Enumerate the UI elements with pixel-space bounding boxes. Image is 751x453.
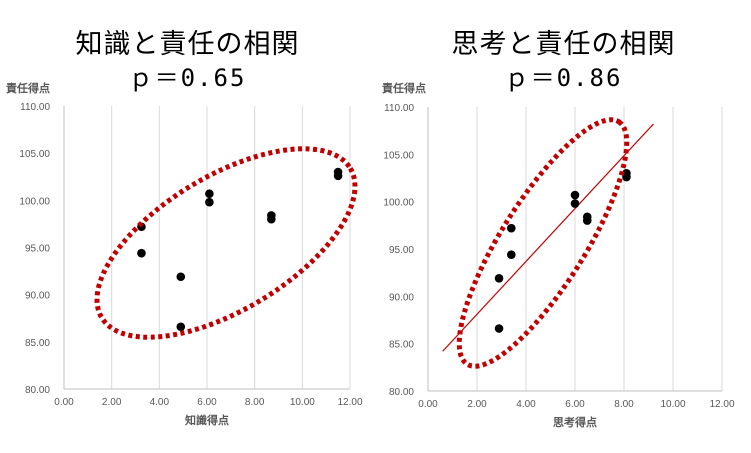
y-tick-label: 90.00 (389, 292, 414, 303)
y-axis-label: 責任得点 (382, 82, 426, 95)
data-point (494, 324, 504, 333)
x-tick-label: 10.00 (660, 399, 685, 410)
y-tick-label: 90.00 (25, 291, 50, 302)
x-tick-label: 4.00 (516, 399, 536, 410)
y-tick-label: 80.00 (389, 387, 414, 398)
x-tick-label: 6.00 (565, 399, 585, 410)
x-tick-label: 4.00 (150, 397, 170, 408)
x-tick-label: 8.00 (614, 399, 634, 410)
y-tick-label: 110.00 (384, 103, 414, 114)
data-point (137, 248, 146, 258)
y-tick-label: 105.00 (383, 150, 414, 161)
data-point (570, 199, 580, 208)
x-tick-label: 0.00 (418, 399, 438, 410)
data-point (176, 272, 186, 282)
x-tick-label: 10.00 (290, 397, 315, 408)
data-point (582, 216, 592, 225)
x-tick-label: 0.00 (54, 397, 74, 408)
data-point (494, 274, 504, 283)
data-point (205, 197, 214, 207)
chart-panel-thinking: 思考と責任の相関 ｐ＝0.86 責任得点 0.00 2.00 4.00 6.00 8.0… (376, 0, 751, 453)
y-tick-label: 85.00 (389, 340, 414, 351)
y-tick-label: 95.00 (389, 245, 414, 256)
data-point (507, 223, 516, 233)
y-axis-label: 責任得点 (6, 82, 50, 95)
x-tick-label: 2.00 (467, 399, 487, 410)
y-tick-label: 80.00 (25, 385, 50, 396)
data-point (333, 171, 343, 181)
trendline (442, 123, 654, 352)
chart-subtitle: ｐ＝0.65 (128, 64, 247, 92)
x-tick-label: 12.00 (709, 399, 734, 410)
y-tick-label: 105.00 (19, 149, 50, 160)
chart-title: 思考と責任の相関 (451, 29, 676, 60)
y-tick-label: 110.00 (20, 102, 50, 113)
x-axis-label: 知識得点 (184, 413, 229, 427)
y-tick-label: 100.00 (383, 198, 414, 209)
y-tick-label: 85.00 (25, 338, 50, 349)
data-point (570, 190, 580, 200)
x-tick-label: 8.00 (245, 397, 265, 408)
scatter-plot-thinking: 0.00 2.00 4.00 6.00 8.00 10.00 12.00 80.00 85.00… (383, 103, 735, 429)
data-point (507, 250, 516, 259)
data-point (267, 214, 276, 224)
x-tick-label: 2.00 (102, 397, 122, 408)
y-tick-label: 95.00 (25, 244, 50, 255)
x-tick-label: 12.00 (337, 397, 362, 408)
highlight-ellipse (456, 117, 630, 369)
x-tick-label: 6.00 (197, 397, 217, 408)
scatter-plot-knowledge: 0.00 2.00 4.00 6.00 8.00 10.00 12.00 80.00 85.00… (19, 102, 363, 427)
data-point (205, 189, 214, 199)
chart-title: 知識と責任の相関 (75, 29, 300, 60)
x-axis-label: 思考得点 (553, 415, 597, 429)
chart-panel-knowledge: 知識と責任の相関 ｐ＝0.65 責任得点 0.00 2.00 4.00 6.00 8.0… (0, 0, 375, 453)
highlight-ellipse (94, 146, 358, 340)
chart-subtitle: ｐ＝0.86 (504, 64, 623, 92)
data-point (622, 172, 631, 182)
y-tick-label: 100.00 (19, 196, 50, 207)
data-point (176, 322, 186, 332)
